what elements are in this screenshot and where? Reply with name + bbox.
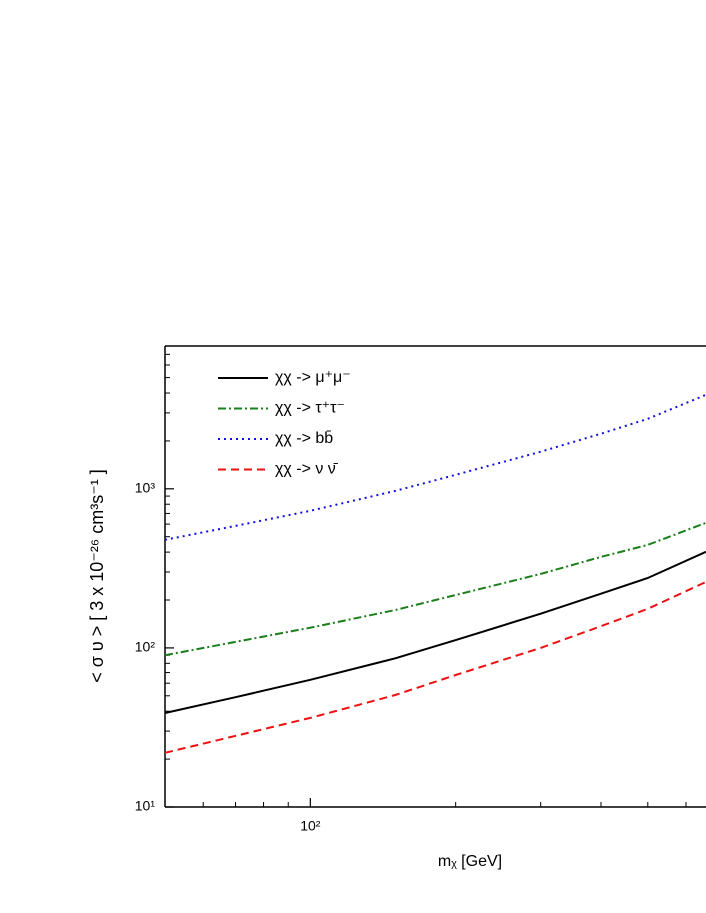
y-axis-label: < σ υ > [ 3 x 10⁻²⁶ cm³s⁻¹ ] <box>87 469 107 682</box>
y-tick-label: 10¹ <box>135 798 156 814</box>
y-tick-label: 10³ <box>135 480 156 496</box>
series-line <box>164 393 706 541</box>
x-tick-label: 10² <box>300 818 321 834</box>
series-line <box>164 521 706 657</box>
legend-label: χχ -> τ⁺τ⁻ <box>275 400 345 417</box>
x-axis-label: mᵪ [GeV] <box>438 853 502 870</box>
legend-label: χχ -> ν ν̄ <box>275 461 339 478</box>
series-line <box>164 550 706 714</box>
legend-label: χχ -> bb̄ <box>275 430 333 447</box>
y-tick-label: 10² <box>135 639 156 655</box>
legend-label: χχ -> μ⁺μ⁻ <box>275 369 351 386</box>
series-line <box>164 580 706 754</box>
